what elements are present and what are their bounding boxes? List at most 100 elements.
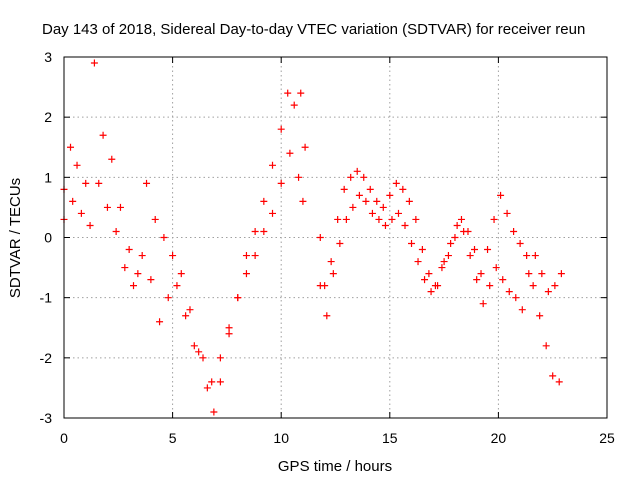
data-point: [360, 173, 368, 181]
data-point: [77, 209, 85, 217]
data-point: [190, 342, 198, 350]
data-point: [286, 149, 294, 157]
data-point: [125, 246, 133, 254]
data-point: [529, 282, 537, 290]
data-point: [408, 240, 416, 248]
data-point: [269, 161, 277, 169]
data-point: [290, 101, 298, 109]
data-point: [173, 282, 181, 290]
data-point: [544, 288, 552, 296]
data-point: [169, 252, 177, 260]
y-tick-label: 3: [44, 49, 52, 65]
data-point: [471, 246, 479, 254]
data-point: [225, 330, 233, 338]
data-point: [362, 197, 370, 205]
data-point: [336, 240, 344, 248]
data-point: [555, 378, 563, 386]
y-tick-label: -1: [40, 290, 53, 306]
data-point: [225, 324, 233, 332]
data-point: [177, 270, 185, 278]
data-point: [186, 306, 194, 314]
x-tick-label: 0: [60, 430, 68, 446]
data-point: [90, 59, 98, 67]
data-point: [379, 203, 387, 211]
data-point: [103, 203, 111, 211]
data-point: [460, 227, 468, 235]
data-point: [86, 221, 94, 229]
data-point: [216, 354, 224, 362]
data-point: [277, 179, 285, 187]
x-tick-label: 15: [382, 430, 398, 446]
data-point: [434, 282, 442, 290]
data-point: [473, 276, 481, 284]
data-point: [523, 252, 531, 260]
data-point: [67, 143, 75, 151]
data-point: [451, 234, 459, 241]
data-point: [551, 282, 559, 290]
series-sdtvar-track-c: [316, 167, 563, 386]
data-point: [234, 294, 242, 302]
data-point: [399, 185, 407, 193]
data-point: [414, 258, 422, 266]
data-point: [392, 179, 400, 187]
data-point: [457, 215, 465, 223]
data-point: [316, 234, 324, 241]
data-point: [251, 227, 259, 235]
data-point: [438, 264, 446, 272]
data-point: [538, 270, 546, 278]
data-point: [466, 252, 474, 260]
data-point: [195, 348, 203, 356]
data-point: [505, 288, 513, 296]
chart-title: Day 143 of 2018, Sidereal Day-to-day VTE…: [42, 21, 585, 38]
data-point: [242, 252, 250, 260]
data-point: [316, 282, 324, 290]
data-point: [518, 306, 526, 314]
data-point: [510, 227, 518, 235]
data-point: [295, 173, 303, 181]
data-point: [73, 161, 81, 169]
data-point: [251, 252, 259, 260]
data-point: [503, 209, 511, 217]
data-point: [401, 221, 409, 229]
data-point: [342, 215, 350, 223]
data-point: [69, 197, 77, 205]
data-point: [203, 384, 211, 392]
y-axis-label: SDTVAR / TECUs: [7, 178, 24, 298]
data-point: [516, 240, 524, 248]
data-point: [116, 203, 124, 211]
data-point: [497, 191, 505, 199]
data-point: [366, 185, 374, 193]
data-point: [499, 276, 507, 284]
data-point: [531, 252, 539, 260]
data-point: [484, 246, 492, 254]
data-point: [412, 215, 420, 223]
y-tick-label: 0: [44, 230, 52, 246]
data-point: [427, 288, 435, 296]
data-point: [542, 342, 550, 350]
data-point: [549, 372, 557, 380]
data-point: [479, 300, 487, 308]
data-point: [160, 234, 168, 241]
data-point: [386, 191, 394, 199]
data-point: [349, 203, 357, 211]
data-point: [130, 282, 138, 290]
data-point: [82, 179, 90, 187]
data-point: [394, 209, 402, 217]
data-point: [327, 258, 335, 266]
data-point: [425, 270, 433, 278]
data-point: [421, 276, 429, 284]
data-point: [381, 221, 389, 229]
data-point: [477, 270, 485, 278]
data-point: [536, 312, 544, 320]
data-point: [216, 378, 224, 386]
data-point: [151, 215, 159, 223]
data-point: [164, 294, 172, 302]
data-point: [373, 197, 381, 205]
data-point: [143, 179, 151, 187]
x-axis-label: GPS time / hours: [278, 458, 392, 475]
data-point: [492, 264, 500, 272]
data-point: [99, 131, 107, 139]
data-point: [355, 191, 363, 199]
data-point: [486, 282, 494, 290]
